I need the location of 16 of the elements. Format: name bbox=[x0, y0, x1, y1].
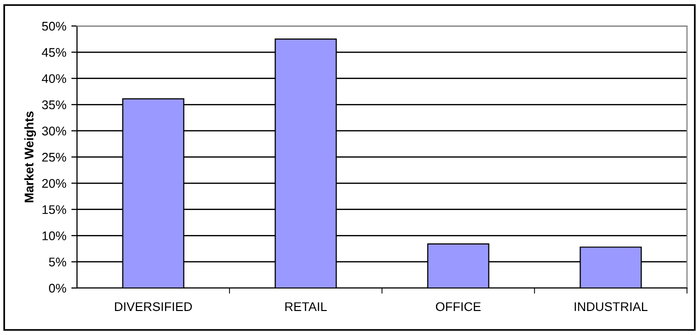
y-tick-label: 5% bbox=[49, 258, 66, 266]
y-tick-label: 25% bbox=[42, 152, 66, 162]
y-tick-label: 40% bbox=[42, 74, 66, 84]
y-tick-label: 15% bbox=[42, 205, 66, 214]
y-tick-label: 0% bbox=[49, 284, 66, 293]
y-tick-label: 30% bbox=[42, 126, 66, 136]
x-tick-label: INDUSTRIAL bbox=[574, 302, 648, 312]
y-tick-label: 35% bbox=[42, 100, 66, 110]
y-tick-label: 50% bbox=[42, 22, 66, 31]
y-tick-label: 45% bbox=[42, 48, 66, 57]
y-axis-title: Market Weights bbox=[24, 111, 36, 202]
x-tick-label: RETAIL bbox=[285, 302, 327, 311]
y-tick-label: 10% bbox=[42, 231, 66, 240]
x-tick-label: DIVERSIFIED bbox=[115, 302, 192, 312]
y-tick-label: 20% bbox=[42, 179, 66, 188]
x-tick-label: OFFICE bbox=[436, 302, 481, 312]
